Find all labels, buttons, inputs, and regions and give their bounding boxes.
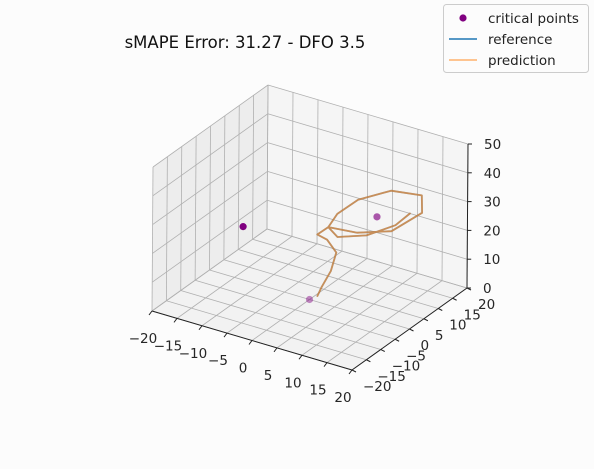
x-tick [198,325,203,331]
x-tick [323,362,328,367]
grid-line [152,171,268,254]
grid-line [223,259,424,320]
y-tick [394,338,400,342]
series-line-prediction [316,189,424,297]
y-tick-label: 0 [421,338,430,354]
tick-labels: −20−15−10 −5 0 5 10 15 20−20−15−10−50510152001… [129,137,501,406]
grid-line [266,228,468,289]
x-tick [348,369,353,375]
grid-line [267,142,468,202]
x-tick-label: −15 [154,338,183,354]
grid-line [267,84,469,145]
y-tick-label: −20 [363,379,392,395]
y-tick [380,349,385,352]
chart-title: sMAPE Error: 31.27 - DFO 3.5 [125,33,366,52]
y-tick [351,369,357,373]
x-tick-label: −20 [129,331,158,347]
z-tick-label: 20 [483,223,500,239]
grid-line [391,121,394,266]
grid-line [267,113,468,174]
critical-point [239,223,247,231]
z-axis-line [466,143,469,289]
grid-line [180,146,183,291]
x-tick-label: 0 [239,361,248,377]
grid-line [267,199,468,260]
grid-line [316,99,319,244]
y-tick-label: 10 [449,318,466,334]
z-tick-label: 0 [483,281,492,297]
z-tick-label: 30 [484,195,501,211]
legend-marker-critical-points [459,14,467,22]
x-tick-label: 10 [284,375,301,391]
legend-label: critical points [488,11,579,27]
grid-line [341,107,344,252]
x-tick [148,310,153,316]
grid-line [151,166,154,312]
grid-line [291,92,294,237]
y-tick-label: 20 [478,297,495,313]
grid-line [194,136,197,281]
x-tick-label: 5 [264,368,273,384]
grid-line [266,84,269,230]
x-tick-label: −10 [179,346,208,362]
y-tick [452,297,457,301]
x-tick [273,347,278,353]
y-tick [366,359,371,363]
grid-line [441,136,444,281]
y-tick [423,318,429,322]
grid-line [252,95,255,240]
grid-line [151,228,268,312]
legend-label: reference [488,32,552,48]
grid-line [223,115,226,260]
legend-frame [443,4,589,73]
grid-line [152,142,268,225]
grid-line [152,113,269,197]
grid-line [209,125,211,271]
grid-line [416,129,419,274]
grid-line [252,238,453,299]
grid-line [267,171,468,231]
axis-ticks [148,143,472,375]
z-tick-label: 10 [483,252,500,268]
y-tick [438,308,443,311]
y-tick-label: −10 [392,359,421,375]
grid-line [165,156,168,301]
x-tick-label: −5 [208,353,228,369]
x-tick-label: 20 [334,390,351,406]
grid-line [152,84,269,168]
y-tick-label: 5 [435,328,444,344]
z-tick-label: 50 [484,137,501,153]
series-layer [316,189,424,297]
critical-points-layer [239,213,381,304]
x-tick [223,332,228,338]
grid-line [209,269,410,330]
critical-point [373,213,381,221]
grid-line [166,300,367,361]
grid-line [151,199,268,283]
y-tick-label: 15 [464,307,481,323]
grid-line [237,105,240,250]
legend-label: prediction [488,53,556,69]
x-tick-label: 15 [309,383,326,399]
x-tick [173,318,178,323]
grid-line [180,290,381,350]
y-tick-label: −15 [377,369,406,385]
z-tick-label: 40 [484,166,501,182]
grid-line [195,279,396,340]
x-tick [248,340,253,345]
critical-point [305,295,314,304]
y-tick [409,328,414,332]
y-tick-label: −5 [406,348,426,364]
x-tick [298,354,303,360]
grid-line [238,249,439,309]
legend: critical points reference prediction [443,4,589,73]
